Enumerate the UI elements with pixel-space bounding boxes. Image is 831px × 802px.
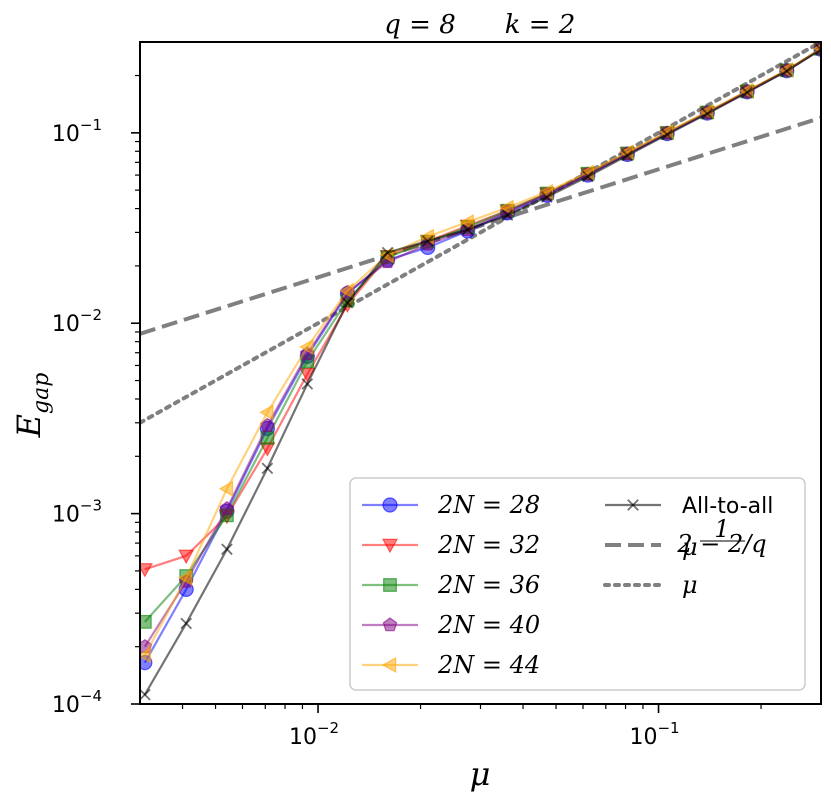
reference-lines (140, 42, 821, 425)
data-point (221, 543, 233, 556)
legend-label: 2N = 40 (437, 611, 540, 639)
y-tick-base: 10 (52, 503, 80, 528)
data-point (218, 480, 234, 497)
y-tick-label: 10−4 (52, 687, 102, 718)
svg-text:Egap: Egap (10, 373, 54, 439)
data-point (301, 378, 314, 390)
data-point (341, 296, 354, 309)
series-line-4 (143, 47, 821, 656)
legend-entry-2: 2N = 36 (362, 571, 540, 599)
y-axis-label-subscript: gap (29, 373, 54, 414)
data-point (741, 86, 753, 99)
data-point (140, 688, 151, 701)
data-point (140, 614, 152, 629)
data-point (261, 462, 274, 475)
legend-entry-linear: μ (603, 571, 698, 599)
x-tick-base: 10 (629, 725, 657, 750)
legend-marker (382, 617, 398, 632)
y-axis-label: E (10, 414, 48, 438)
data-point (621, 149, 634, 162)
y-tick-base: 10 (52, 312, 80, 337)
legend-label: 2N = 44 (437, 651, 540, 679)
data-point (461, 223, 474, 236)
x-tick-base: 10 (289, 725, 317, 750)
data-point (780, 65, 793, 77)
x-tick-exp: −2 (317, 719, 339, 737)
data-point (180, 617, 193, 630)
data-point (177, 569, 193, 586)
legend-label: 2N = 32 (437, 531, 540, 559)
legend-label: 2N = 28 (437, 491, 540, 519)
data-point (582, 170, 594, 183)
y-tick-exp: −1 (80, 116, 102, 134)
data-point (501, 209, 514, 221)
y-tick-exp: −4 (80, 687, 102, 705)
y-tick-base: 10 (52, 122, 80, 147)
data-point (259, 404, 274, 421)
legend-entry-3: 2N = 40 (362, 611, 540, 639)
axes: 10−2 10−110−410−310−210−1 (52, 74, 762, 750)
legend-entry-0: 2N = 28 (362, 491, 540, 519)
data-series (140, 42, 821, 701)
legend: 2N = 28 2N = 32 2N = 36 2N = 40 2N = 44 All-t… (349, 477, 806, 691)
series-line-5 (143, 48, 821, 696)
data-point (661, 128, 673, 141)
data-point (178, 549, 195, 565)
legend-label-exp-num: 1 (714, 515, 729, 543)
legend-label: 2N = 36 (437, 571, 540, 599)
legend-label-base: μ (682, 533, 698, 561)
data-point (421, 235, 434, 247)
x-axis-label: μ (470, 755, 491, 793)
series-5 (140, 43, 821, 701)
y-tick-exp: −3 (80, 497, 102, 515)
data-point (140, 563, 153, 578)
y-axis-label-group: Egap (10, 373, 54, 439)
data-point (381, 246, 394, 259)
x-tick-exp: −1 (657, 719, 679, 737)
data-point (459, 214, 474, 231)
data-point (701, 107, 714, 120)
legend-entry-power-law: μ12 − 2/q (605, 515, 767, 561)
legend-label: μ (682, 571, 698, 599)
legend-marker (383, 578, 397, 592)
legend-marker (381, 656, 397, 674)
legend-entry-all-to-all: All-to-all (605, 494, 773, 519)
y-tick-label: 10−2 (52, 306, 102, 337)
legend-marker (627, 499, 639, 511)
legend-label-exp-den: 2 − 2/q (676, 530, 766, 558)
data-point (219, 501, 235, 516)
y-tick-label: 10−3 (52, 497, 102, 528)
legend-label: All-to-all (682, 494, 773, 519)
legend-marker (381, 538, 399, 554)
x-tick-label: 10−2 (289, 719, 339, 750)
data-point (541, 191, 553, 203)
y-tick-exp: −2 (80, 306, 102, 324)
legend-marker (382, 497, 398, 513)
legend-entry-4: 2N = 44 (362, 651, 540, 679)
x-tick-label: 10−1 (629, 719, 679, 750)
y-tick-base: 10 (52, 693, 80, 718)
data-point (499, 199, 514, 216)
data-point (299, 338, 314, 356)
legend-box (349, 477, 806, 691)
data-point (815, 43, 821, 56)
data-point (140, 647, 152, 664)
data-point (339, 282, 354, 299)
chart-title-q: q = 8 (384, 10, 456, 40)
y-tick-label: 10−1 (52, 116, 102, 147)
chart-title-k: k = 2 (505, 10, 576, 40)
reference-line-dotted (140, 42, 821, 425)
legend-entry-1: 2N = 32 (362, 531, 540, 559)
